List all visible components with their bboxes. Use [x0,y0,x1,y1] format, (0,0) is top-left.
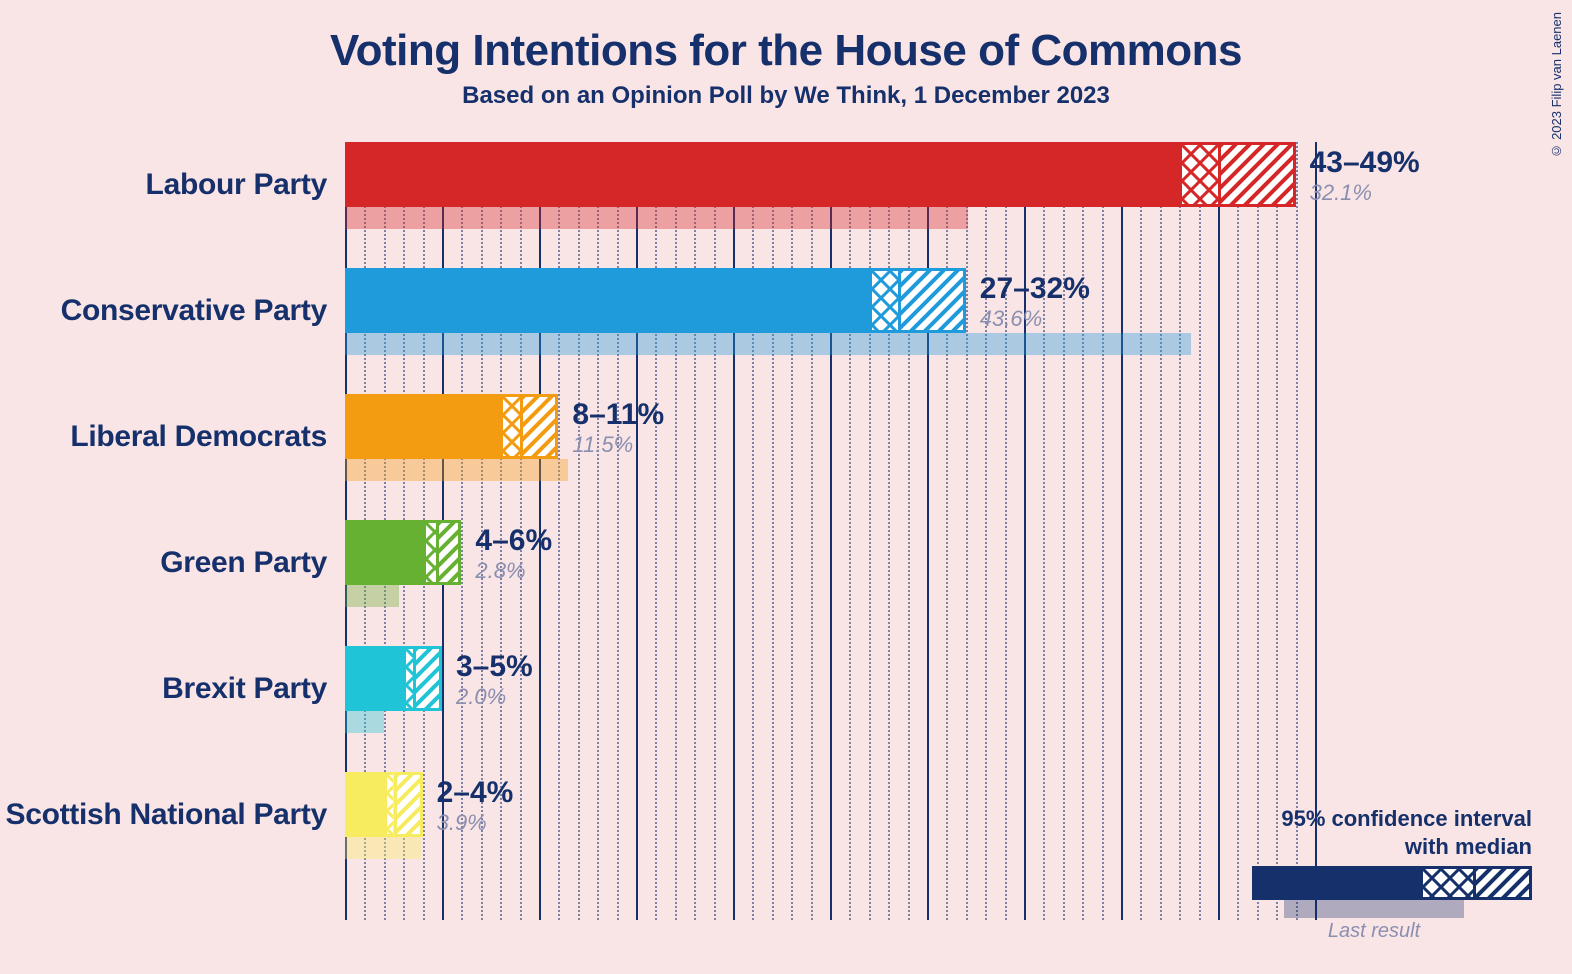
party-row: Brexit Party3–5%2.0% [345,646,1315,772]
bar-last-result [345,333,1191,355]
bar-hatch [413,646,442,711]
bar-hatch [898,268,966,333]
value-last: 3.9% [437,810,487,836]
bar-hatch [1218,142,1296,207]
value-last: 2.0% [456,684,506,710]
legend: 95% confidence interval with median Last… [1222,805,1532,924]
bar-crosshatch [869,268,898,333]
bar-crosshatch [1179,142,1218,207]
grid-major [1315,142,1317,920]
bar-crosshatch [423,520,437,585]
value-range: 3–5% [456,650,533,684]
value-range: 4–6% [475,524,552,558]
value-last: 2.8% [475,558,525,584]
bar-crosshatch [500,394,519,459]
legend-cross-bar [1420,866,1476,900]
bar-crosshatch [384,772,394,837]
chart-area: Labour Party43–49%32.1%Conservative Part… [345,142,1315,932]
value-range: 2–4% [437,776,514,810]
bar-last-result [345,459,568,481]
bar-solid [345,772,384,837]
value-range: 43–49% [1310,146,1420,180]
party-label: Labour Party [146,168,327,202]
party-label: Scottish National Party [5,798,327,832]
legend-last-label: Last result [1284,920,1464,943]
bar-last-result [345,711,384,733]
value-last: 32.1% [1310,180,1372,206]
bar-last-result [345,207,968,229]
legend-title: 95% confidence interval with median [1222,805,1532,860]
copyright-text: © 2023 Filip van Laenen [1549,12,1564,159]
party-label: Liberal Democrats [70,420,327,454]
party-label: Brexit Party [162,672,327,706]
value-range: 8–11% [572,398,664,432]
chart-title: Voting Intentions for the House of Commo… [0,0,1572,76]
bar-solid [345,394,500,459]
value-last: 11.5% [572,432,633,458]
bar-crosshatch [403,646,413,711]
party-label: Conservative Party [61,294,327,328]
value-range: 27–32% [980,272,1090,306]
party-row: Labour Party43–49%32.1% [345,142,1315,268]
party-row: Conservative Party27–32%43.6% [345,268,1315,394]
legend-main-bar [1252,866,1420,900]
bar-hatch [436,520,461,585]
party-row: Green Party4–6%2.8% [345,520,1315,646]
bar-solid [345,646,403,711]
bar-hatch [520,394,559,459]
legend-last-bar [1284,900,1464,918]
party-row: Liberal Democrats8–11%11.5% [345,394,1315,520]
chart-subtitle: Based on an Opinion Poll by We Think, 1 … [0,82,1572,110]
bar-solid [345,142,1179,207]
legend-line2: with median [1405,834,1532,859]
bar-solid [345,268,869,333]
bar-last-result [345,837,421,859]
legend-bars: Last result [1252,866,1532,924]
bar-last-result [345,585,399,607]
bar-solid [345,520,423,585]
value-last: 43.6% [980,306,1042,332]
legend-hatch-bar [1476,866,1532,900]
legend-line1: 95% confidence interval [1281,806,1532,831]
party-row: Scottish National Party2–4%3.9% [345,772,1315,898]
bar-hatch [394,772,423,837]
party-label: Green Party [160,546,327,580]
